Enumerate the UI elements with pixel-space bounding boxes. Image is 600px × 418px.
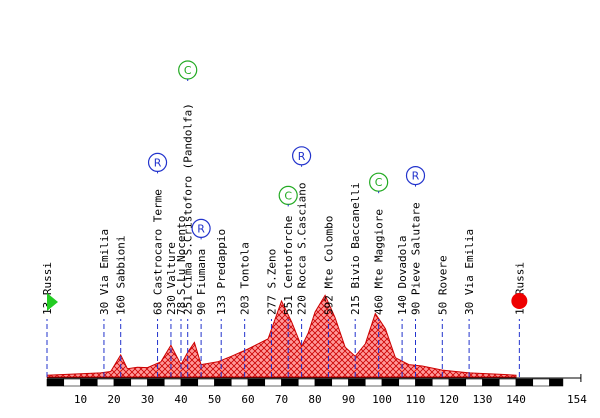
x-tick-label: 100 xyxy=(372,393,392,406)
scale-segment xyxy=(80,378,98,387)
badge-letter: C xyxy=(184,64,192,77)
scale-segment xyxy=(247,378,266,387)
scale-segment xyxy=(348,378,366,387)
scale-segment xyxy=(46,378,65,387)
location-label: 78 S.Lu Nocento xyxy=(175,216,188,315)
scale-segment xyxy=(197,378,215,387)
scale-segment xyxy=(498,378,517,387)
location-label: 230 Valture xyxy=(165,242,178,315)
scale-segment xyxy=(448,378,467,387)
location-label: 203 Tontola xyxy=(239,242,252,315)
location-label: 68 Castrocaro Terme xyxy=(152,189,165,315)
scale-segment xyxy=(281,378,299,387)
x-tick-label: 60 xyxy=(241,393,254,406)
scale-segment xyxy=(549,378,564,387)
x-tick-label: 80 xyxy=(308,393,321,406)
location-label: 140 Dovadola xyxy=(396,236,409,315)
finish-dot-icon xyxy=(511,293,528,309)
scale-segment xyxy=(113,378,132,387)
scale-segment xyxy=(515,378,534,387)
scale-segment xyxy=(147,378,165,387)
location-label: 30 Via Emilia xyxy=(98,229,111,315)
x-tick-label: 40 xyxy=(174,393,187,406)
x-tick-label: 130 xyxy=(473,393,493,406)
x-tick-label: 110 xyxy=(406,393,426,406)
location-label: 460 Mte Maggiore xyxy=(373,209,386,315)
badge-letter: R xyxy=(154,156,162,169)
x-tick-label: 140 xyxy=(506,393,526,406)
location-label: 220 Rocca S.Casciano xyxy=(296,183,309,315)
location-label: 90 Fiumana xyxy=(195,249,208,315)
location-label: 50 Rovere xyxy=(436,255,449,315)
badge-letter: C xyxy=(284,189,292,202)
elevation-profile xyxy=(46,294,517,378)
location-label: 90 Pieve Salutare xyxy=(410,202,423,315)
scale-segment xyxy=(130,378,148,387)
badge-letter: R xyxy=(197,222,205,235)
x-tick-label: 10 xyxy=(74,393,87,406)
x-tick-label: 30 xyxy=(141,393,154,406)
scale-segment xyxy=(381,378,400,387)
location-label: 592 Mte Colombo xyxy=(322,216,335,315)
location-label: 30 Via Emilia xyxy=(463,229,476,315)
x-tick-label: 50 xyxy=(208,393,221,406)
location-label: 160 Sabbioni xyxy=(115,236,128,315)
scale-segment xyxy=(482,378,500,387)
scale-segment xyxy=(63,378,81,387)
x-tick-label: 90 xyxy=(342,393,355,406)
location-label: 133 Predappio xyxy=(215,229,228,315)
location-label: 251 Cima S.Cristoforo (Pandolfa) xyxy=(182,103,195,315)
location-label: 551 Centoforche xyxy=(282,216,295,315)
scale-segment xyxy=(264,378,282,387)
location-markers-layer: 13 Russi 30 Via Emilia 160 Sabbioni 68 Cast… xyxy=(41,60,528,377)
scale-segment xyxy=(532,378,550,387)
scale-segment xyxy=(465,378,483,387)
x-tick-label: 154 xyxy=(567,393,587,406)
scale-segment xyxy=(163,378,182,387)
scale-segment xyxy=(297,378,316,387)
badge-letter: R xyxy=(298,150,306,163)
scale-segment xyxy=(364,378,383,387)
scale-segment xyxy=(214,378,232,387)
scale-segment xyxy=(96,378,115,387)
x-tick-label: 70 xyxy=(275,393,288,406)
badge-letter: R xyxy=(412,170,420,183)
x-tick-label: 20 xyxy=(107,393,120,406)
location-label: 215 Bivio Baccanelli xyxy=(349,183,362,315)
location-label: 277 S.Zeno xyxy=(265,249,278,315)
elevation-profile-layer xyxy=(46,294,517,378)
scale-segment xyxy=(314,378,333,387)
scale-segment xyxy=(331,378,349,387)
scale-segment xyxy=(398,378,416,387)
badge-letter: C xyxy=(375,176,383,189)
scale-segment xyxy=(180,378,199,387)
distance-scale-bar xyxy=(46,374,582,387)
start-flag-icon xyxy=(47,293,58,311)
scale-segment xyxy=(431,378,450,387)
scale-segment xyxy=(230,378,249,387)
x-tick-label: 120 xyxy=(439,393,459,406)
x-axis-ticks: 10 20 30 40 50 60 70 80 90 100 110 120 130 140 154 xyxy=(74,393,587,406)
scale-segment xyxy=(415,378,433,387)
